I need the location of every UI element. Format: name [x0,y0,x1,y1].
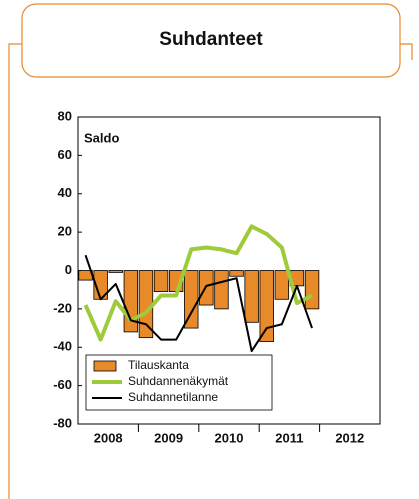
y-tick-label: 60 [58,147,72,162]
bar [153,270,169,293]
y-tick-label: 20 [58,224,72,239]
x-tick-label: 2012 [335,430,364,445]
header-card [21,3,401,78]
bar [108,270,123,273]
legend-label: Suhdannetilanne [128,390,218,404]
y-tick-label: 40 [58,185,72,200]
x-tick-label: 2009 [154,430,183,445]
line [84,254,313,353]
header-title: Suhdanteet [159,29,263,50]
bar [304,270,320,310]
bar [244,270,259,323]
plot-frame [77,116,381,425]
bar [214,270,229,310]
y-tick-label: 0 [65,262,72,277]
y-tick-label: 80 [58,108,72,123]
frame-line [400,43,413,60]
bar [274,270,290,300]
chart: -80 -60 -40 -20 0 20 40 60 80 2008 2009 2010 2011 201… [53,108,381,445]
legend-swatch [93,360,117,372]
bar [229,270,244,277]
y-tick-label: -40 [53,339,72,354]
legend-label: Suhdannenäkymät [128,374,229,388]
bar [259,270,274,342]
bar [123,270,139,333]
x-tick-label: 2010 [215,430,244,445]
y-tick-label: -80 [53,415,72,430]
annotation: Saldo [84,130,119,145]
y-tick-label: -60 [53,377,72,392]
legend-label: Tilauskanta [128,358,189,372]
x-tick-label: 2008 [94,430,123,445]
frame-line [8,43,22,499]
y-tick-label: -20 [53,300,72,315]
x-tick-label: 2011 [275,430,303,445]
line [83,224,313,342]
bar [138,270,154,339]
